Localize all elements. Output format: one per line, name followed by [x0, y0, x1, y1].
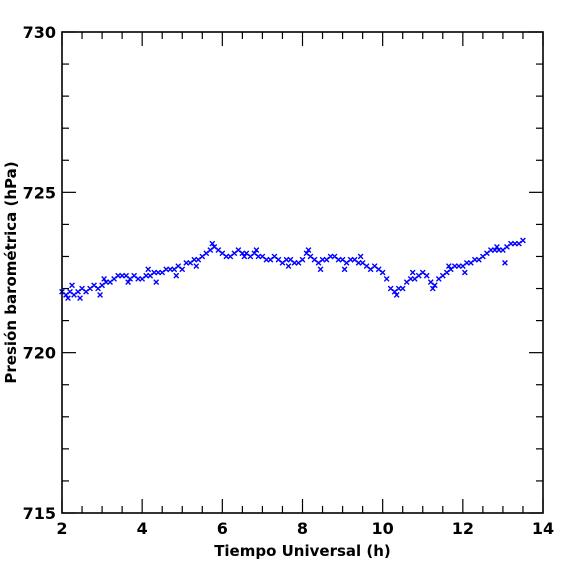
x-axis-title: Tiempo Universal (h) — [214, 542, 391, 560]
data-point — [445, 263, 452, 269]
data-point — [379, 269, 386, 276]
data-point — [393, 292, 400, 298]
data-point — [383, 276, 390, 282]
y-axis-title: Presión barométrica (hPa) — [2, 161, 20, 383]
data-point — [145, 266, 152, 273]
data-point — [520, 237, 526, 244]
data-point — [429, 285, 436, 292]
plot-frame — [61, 31, 544, 514]
data-point — [317, 266, 324, 273]
x-tick-label: 12 — [452, 519, 474, 538]
y-tick-label: 720 — [23, 344, 56, 363]
data-point — [125, 279, 132, 286]
x-tick-label: 14 — [532, 519, 554, 538]
x-tick-label: 6 — [217, 519, 228, 538]
tick-labels: 2 4 6 8 10 12 14 715 720 725 730 — [23, 23, 555, 538]
data-point — [357, 253, 364, 260]
y-tick-label: 725 — [23, 183, 56, 202]
data-point — [409, 269, 416, 276]
data-point — [253, 247, 260, 253]
data-point — [299, 256, 306, 263]
data-point — [193, 263, 200, 269]
axis-ticks — [61, 31, 544, 514]
data-point — [285, 263, 292, 269]
x-tick-label: 2 — [56, 519, 67, 538]
y-tick-label: 730 — [23, 23, 56, 42]
data-point — [101, 276, 107, 282]
data-point — [502, 259, 508, 266]
data-point — [423, 272, 430, 279]
x-tick-label: 8 — [297, 519, 308, 538]
data-point — [399, 285, 406, 292]
data-point — [97, 292, 103, 298]
x-tick-label: 4 — [137, 519, 148, 538]
x-tick-label: 10 — [372, 519, 394, 538]
data-point — [209, 240, 216, 247]
data-point — [77, 295, 83, 302]
data-point — [69, 282, 75, 289]
data-point — [494, 243, 500, 250]
data-point — [461, 269, 468, 276]
data-point — [305, 247, 312, 253]
data-points — [59, 237, 526, 302]
data-point — [179, 266, 186, 273]
data-point — [241, 253, 248, 260]
data-point — [431, 282, 438, 289]
data-point — [173, 272, 180, 279]
y-tick-label: 715 — [23, 504, 56, 523]
data-point — [153, 279, 160, 286]
data-point — [341, 266, 348, 273]
data-point — [65, 295, 71, 302]
